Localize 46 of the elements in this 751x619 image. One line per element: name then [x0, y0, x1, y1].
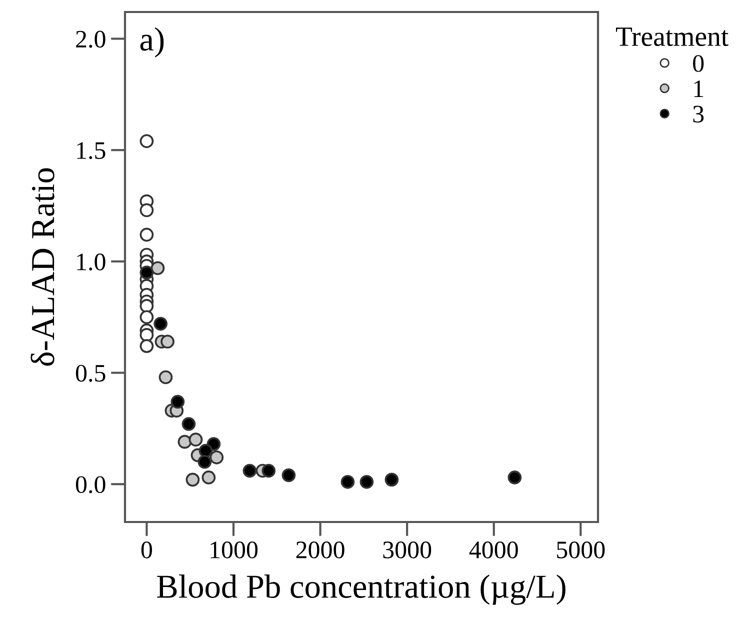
x-tick-label: 1000 [210, 541, 258, 558]
point [384, 472, 399, 487]
legend-label: 1 [694, 80, 704, 98]
point [340, 474, 355, 489]
point [140, 310, 154, 324]
point [198, 444, 213, 458]
x-tick-label: 2000 [296, 541, 344, 558]
point [140, 203, 154, 218]
point [210, 450, 224, 464]
x-tick-label: 0 [141, 541, 152, 558]
point [508, 470, 522, 484]
x-axis-title: Blood Pb concentration (µg/L) [157, 574, 566, 605]
legend-title: Treatment [616, 28, 728, 46]
point [182, 417, 196, 431]
point [158, 370, 173, 384]
point [282, 468, 296, 482]
y-tick-label: 0.5 [76, 364, 106, 382]
point [178, 434, 192, 449]
point [360, 474, 374, 489]
legend-label: 3 [693, 106, 704, 123]
y-tick-label: 1.5 [77, 142, 106, 160]
y-tick-label: 2.0 [76, 30, 106, 48]
point [140, 299, 154, 313]
point [140, 328, 154, 342]
point [140, 134, 154, 148]
point [242, 464, 257, 478]
point [186, 472, 200, 487]
x-tick-label: 5000 [557, 541, 605, 558]
point [160, 334, 174, 349]
point [150, 261, 165, 276]
annotation: a) [140, 27, 164, 58]
point [140, 339, 154, 353]
y-tick-label: 1.0 [77, 253, 106, 270]
point [140, 266, 154, 280]
y-axis-title: δ-ALAD Ratio [30, 168, 54, 366]
x-tick-label: 4000 [469, 541, 518, 558]
point [170, 394, 185, 409]
x-tick-label: 3000 [383, 541, 432, 558]
point [188, 432, 203, 447]
legend-label: 0 [693, 55, 704, 72]
point [202, 470, 216, 484]
point [154, 316, 168, 331]
point [262, 464, 276, 478]
y-tick-label: 0.0 [76, 476, 106, 494]
point [140, 228, 154, 242]
point [198, 454, 212, 469]
